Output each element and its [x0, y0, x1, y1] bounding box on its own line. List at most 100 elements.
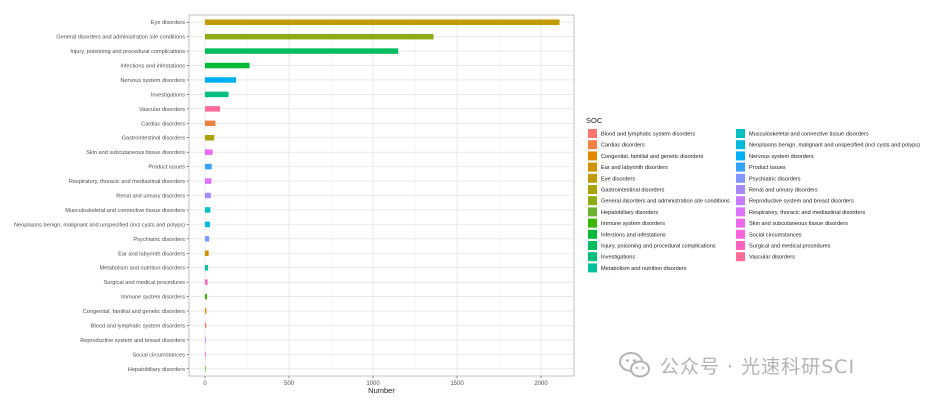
x-tick-label: 0	[203, 381, 207, 387]
legend-label: Renal and urinary disorders	[749, 188, 818, 194]
category-label: Renal and urinary disorders	[116, 194, 185, 200]
legend-item: Gastrointestinal disorders	[588, 185, 665, 194]
legend-key	[736, 162, 745, 172]
category-label: Investigations	[151, 92, 185, 98]
category-label: General disorders and administration sit…	[56, 35, 185, 41]
legend-title: SOC	[586, 116, 603, 125]
legend-label: Nervous system disorders	[749, 154, 814, 160]
legend-key	[588, 129, 597, 138]
legend-label: Infections and infestations	[601, 232, 666, 238]
legend-key	[736, 129, 745, 138]
category-label: Surgical and medical procedures	[104, 280, 186, 286]
legend-item: Social circumstances	[736, 229, 802, 239]
legend-item: Product issues	[736, 162, 786, 172]
bar	[205, 192, 211, 199]
legend-key	[736, 252, 745, 262]
category-label: Hepatobiliary disorders	[128, 367, 185, 373]
legend: SOC Blood and lymphatic system disorders C…	[586, 116, 920, 273]
legend-item: Immune system disorders	[588, 218, 665, 228]
category-label: Nervous system disorders	[120, 78, 185, 84]
legend-key	[736, 185, 745, 194]
legend-key	[588, 218, 597, 228]
legend-key	[736, 140, 745, 150]
bar	[205, 106, 221, 112]
category-label: Vascular disorders	[139, 107, 185, 113]
bar	[205, 134, 215, 141]
bar	[205, 322, 207, 329]
legend-label: Eye disorders	[601, 176, 635, 182]
watermark-text: 公众号 · 光速科研SCI	[660, 355, 856, 378]
y-axis-labels: Eye disorders General disorders and admin…	[14, 20, 189, 373]
legend-key	[736, 229, 745, 239]
bar	[205, 221, 211, 228]
legend-label: Musculoskeletal and connective tissue di…	[749, 132, 869, 138]
legend-item: Reproductive system and breast disorders	[736, 196, 854, 206]
bar	[205, 337, 206, 343]
legend-label: Congenital, familial and genetic disorde…	[601, 154, 704, 160]
bar	[205, 250, 209, 257]
x-axis-labels: 0 500 1000 1500 2000	[203, 376, 548, 387]
legend-label: Vascular disorders	[749, 255, 795, 261]
legend-key	[588, 151, 597, 161]
legend-label: Blood and lymphatic system disorders	[601, 132, 695, 138]
legend-label: Skin and subcutaneous tissue disorders	[749, 221, 848, 227]
legend-item: Surgical and medical procedures	[736, 241, 831, 250]
bar	[205, 308, 207, 314]
legend-label: Cardiac disorders	[601, 143, 645, 149]
bar	[205, 178, 212, 184]
legend-label: Reproductive system and breast disorders	[749, 199, 854, 205]
legend-item: Cardiac disorders	[588, 140, 645, 150]
legend-item: Infections and infestations	[588, 229, 666, 239]
category-label: Congenital, familial and genetic disorde…	[83, 309, 186, 315]
bar	[205, 62, 250, 69]
legend-item: General disorders and administration sit…	[588, 196, 730, 206]
category-label: Reproductive system and breast disorders	[80, 338, 185, 344]
legend-key	[736, 173, 745, 183]
legend-key	[588, 173, 597, 183]
legend-key	[588, 196, 597, 206]
legend-label: Respiratory, thoracic and mediastinal di…	[749, 210, 865, 216]
legend-key	[588, 241, 597, 250]
legend-key	[736, 207, 745, 217]
bar	[205, 120, 216, 127]
category-label: Metabolism and nutrition disorders	[99, 266, 185, 272]
bar	[205, 77, 237, 83]
legend-label: Gastrointestinal disorders	[601, 188, 665, 194]
x-axis-title: Number	[368, 386, 395, 395]
category-label: Cardiac disorders	[141, 121, 185, 127]
bar	[205, 236, 210, 242]
bar	[205, 48, 399, 54]
legend-item: Renal and urinary disorders	[736, 185, 818, 194]
legend-label: Ear and labyrinth disorders	[601, 165, 668, 171]
legend-key	[736, 241, 745, 250]
legend-label: Injury, poisoning and procedural complic…	[601, 244, 716, 250]
legend-key	[588, 207, 597, 217]
category-label: Social circumstances	[132, 352, 185, 358]
legend-key	[588, 185, 597, 194]
category-label: Immune system disorders	[121, 295, 185, 301]
legend-item: Hepatobiliary disorders	[588, 207, 658, 217]
x-tick-label: 1000	[366, 381, 380, 387]
category-label: Musculoskeletal and connective tissue di…	[65, 208, 185, 214]
legend-item: Respiratory, thoracic and mediastinal di…	[736, 207, 865, 217]
legend-item: Eye disorders	[588, 173, 635, 183]
category-label: Ear and labyrinth disorders	[118, 251, 185, 257]
legend-item: Injury, poisoning and procedural complic…	[588, 241, 716, 250]
legend-key	[736, 151, 745, 161]
legend-label: General disorders and administration sit…	[601, 199, 730, 205]
x-tick-label: 2000	[534, 381, 548, 387]
legend-item: Investigations	[588, 252, 635, 262]
legend-item: Psychiatric disorders	[736, 173, 801, 183]
legend-label: Immune system disorders	[601, 221, 665, 227]
legend-item: Neoplasms benign, malignant and unspecif…	[736, 140, 920, 150]
legend-key	[588, 140, 597, 150]
legend-key	[588, 252, 597, 262]
legend-key	[588, 263, 597, 273]
x-tick-label: 1500	[450, 381, 464, 387]
bar	[205, 264, 209, 271]
category-label: Psychiatric disorders	[133, 237, 185, 243]
legend-item: Vascular disorders	[736, 252, 795, 262]
legend-item: Nervous system disorders	[736, 151, 814, 161]
legend-label: Hepatobiliary disorders	[601, 210, 658, 216]
